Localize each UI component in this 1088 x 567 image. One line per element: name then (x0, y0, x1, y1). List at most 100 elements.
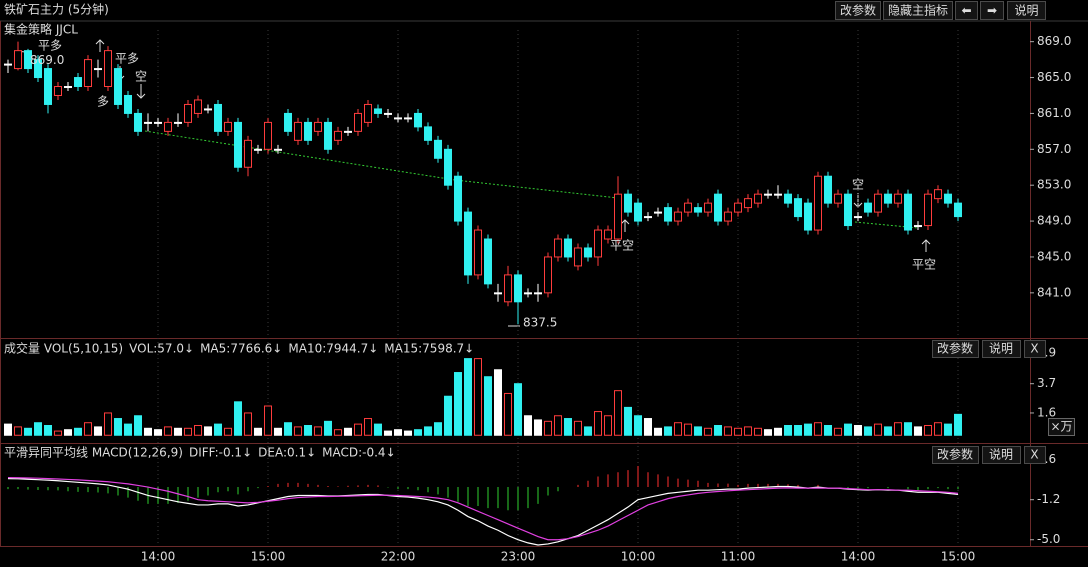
candle-body (364, 103, 372, 123)
candle-body (4, 63, 12, 66)
y-tick-label: 3.7 (1037, 376, 1056, 390)
button-frame[interactable] (835, 1, 881, 20)
volume-bar (704, 427, 712, 436)
button[interactable]: ⬅ (955, 1, 978, 20)
y-tick-label: 845.0 (1037, 249, 1071, 263)
button-label[interactable]: 隐藏主指标 (888, 3, 948, 18)
candle-body (274, 148, 282, 151)
candle-body (414, 112, 422, 128)
candle-body (554, 238, 562, 258)
volume-bar (754, 427, 762, 436)
candle-body (194, 99, 202, 114)
x-tick-label: 14:00 (141, 550, 176, 564)
volume-bar (904, 422, 912, 436)
volume-bar (324, 420, 332, 436)
legend-item: DEA:0.1↓ (258, 446, 316, 460)
candle-body (614, 193, 622, 240)
candle-body (664, 207, 672, 222)
candle-body (144, 121, 152, 124)
candle-body (174, 121, 182, 124)
button[interactable]: ➡ (980, 1, 1004, 20)
candle-body (124, 94, 132, 114)
button-label[interactable]: 改参数 (937, 341, 973, 356)
button[interactable]: 改参数 (932, 340, 979, 358)
volume-bar (914, 426, 922, 436)
volume-bar (514, 383, 522, 436)
volume-bar (594, 411, 602, 436)
candle-body (394, 117, 402, 120)
button-label[interactable]: ⬅ (961, 4, 971, 18)
button-label[interactable]: 说明 (989, 341, 1013, 356)
signal-arrow (136, 84, 146, 99)
volume-bar (654, 427, 662, 436)
button-frame[interactable] (883, 1, 953, 20)
unit-label: ×万 (1050, 420, 1072, 434)
legend-item: MA10:7944.7↓ (288, 342, 378, 356)
button-frame[interactable] (982, 340, 1021, 358)
volume-bar (824, 425, 832, 436)
candle-body (864, 202, 872, 213)
candle-body (284, 112, 292, 132)
button-frame[interactable] (932, 340, 979, 358)
volume-bar (474, 358, 482, 436)
volume-bar (354, 423, 362, 436)
candle-body (594, 229, 602, 258)
button-label[interactable]: 改参数 (840, 3, 876, 18)
button-frame[interactable] (1007, 1, 1046, 20)
volume-bar (454, 372, 462, 436)
button-frame[interactable] (1024, 340, 1046, 358)
button-label[interactable]: 说明 (1014, 3, 1038, 18)
button[interactable]: 说明 (982, 340, 1021, 358)
button[interactable]: 隐藏主指标 (883, 1, 953, 20)
button[interactable]: 改参数 (835, 1, 881, 20)
volume-bar (84, 422, 92, 436)
button[interactable]: 说明 (982, 446, 1021, 464)
volume-bar (694, 426, 702, 436)
candle-body (34, 59, 42, 79)
candle-body (784, 193, 792, 204)
button-label[interactable]: X (1030, 342, 1038, 356)
candle-body (404, 117, 412, 120)
button-frame[interactable] (932, 446, 979, 464)
button-label[interactable]: X (1030, 448, 1038, 462)
volume-bar (74, 427, 82, 436)
volume-bar (424, 426, 432, 436)
button-frame[interactable] (955, 1, 978, 20)
candle-body (164, 121, 172, 132)
button[interactable]: 说明 (1007, 1, 1046, 20)
volume-bar (944, 423, 952, 436)
button-frame[interactable] (980, 1, 1004, 20)
candle-body (564, 238, 572, 258)
button-label[interactable]: ➡ (987, 4, 997, 18)
candle-body (234, 121, 242, 168)
volume-bar (674, 422, 682, 436)
candle-body (64, 86, 72, 89)
y-tick-label: 861.0 (1037, 106, 1071, 120)
button[interactable]: 改参数 (932, 446, 979, 464)
button-frame[interactable] (1024, 446, 1046, 464)
volume-bar (804, 423, 812, 436)
button[interactable]: X (1024, 446, 1046, 464)
candle-body (434, 139, 442, 159)
volume-bar (344, 427, 352, 436)
volume-bar (784, 425, 792, 436)
candle-body (334, 130, 342, 141)
indicator-line (7, 476, 959, 541)
volume-bar (884, 426, 892, 436)
volume-bar (864, 426, 872, 436)
volume-bar (294, 426, 302, 436)
volume-bar (384, 430, 392, 436)
candle-body (54, 86, 62, 96)
button-frame[interactable] (982, 446, 1021, 464)
candle-body (934, 189, 942, 200)
candle-body (904, 193, 912, 231)
volume-bar (624, 406, 632, 436)
volume-bar (764, 429, 772, 436)
button-label[interactable]: 改参数 (937, 447, 973, 462)
candle-body (424, 126, 432, 141)
button[interactable]: X (1024, 340, 1046, 358)
candle-body (924, 193, 932, 227)
button-label[interactable]: 说明 (989, 447, 1013, 462)
volume-bar (444, 395, 452, 436)
